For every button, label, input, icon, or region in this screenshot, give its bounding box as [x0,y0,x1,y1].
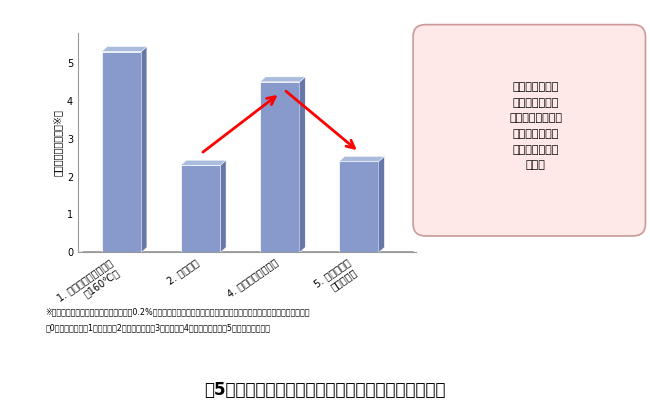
FancyBboxPatch shape [413,24,645,236]
Text: 図5　タマネギ固形分が香気持続性の付与に寄与する: 図5 タマネギ固形分が香気持続性の付与に寄与する [204,381,446,399]
Polygon shape [220,160,226,252]
Polygon shape [455,136,468,176]
Polygon shape [78,252,413,257]
Polygon shape [181,165,220,252]
Polygon shape [339,156,384,162]
Polygon shape [102,52,141,252]
Text: ※コンソメスープにオニオン加熱濃縮物0.2%（もしくは相当量）を添加した時の、「厚み」および「持続性」付与効果: ※コンソメスープにオニオン加熱濃縮物0.2%（もしくは相当量）を添加した時の、「… [46,307,310,316]
Polygon shape [300,77,306,252]
Y-axis label: 持続性（官能評価値※）: 持続性（官能評価値※） [53,109,62,176]
Polygon shape [339,162,379,252]
Polygon shape [260,77,306,82]
Text: 洗浄した固形分
には、香りが残
っていないので、
香気持続性付与
効果が認められ
ない。: 洗浄した固形分 には、香りが残 っていないので、 香気持続性付与 効果が認められ… [509,82,562,170]
Polygon shape [379,156,384,252]
Polygon shape [181,160,226,165]
Polygon shape [426,136,458,176]
Polygon shape [141,46,147,252]
Polygon shape [260,82,300,252]
Text: （0点：変化なし　1点：弱い　2点：やや強い　3点：強い　4点：かなり強い　5点：非常に強い）: （0点：変化なし 1点：弱い 2点：やや強い 3点：強い 4点：かなり強い 5点… [46,324,270,333]
Polygon shape [102,46,147,52]
